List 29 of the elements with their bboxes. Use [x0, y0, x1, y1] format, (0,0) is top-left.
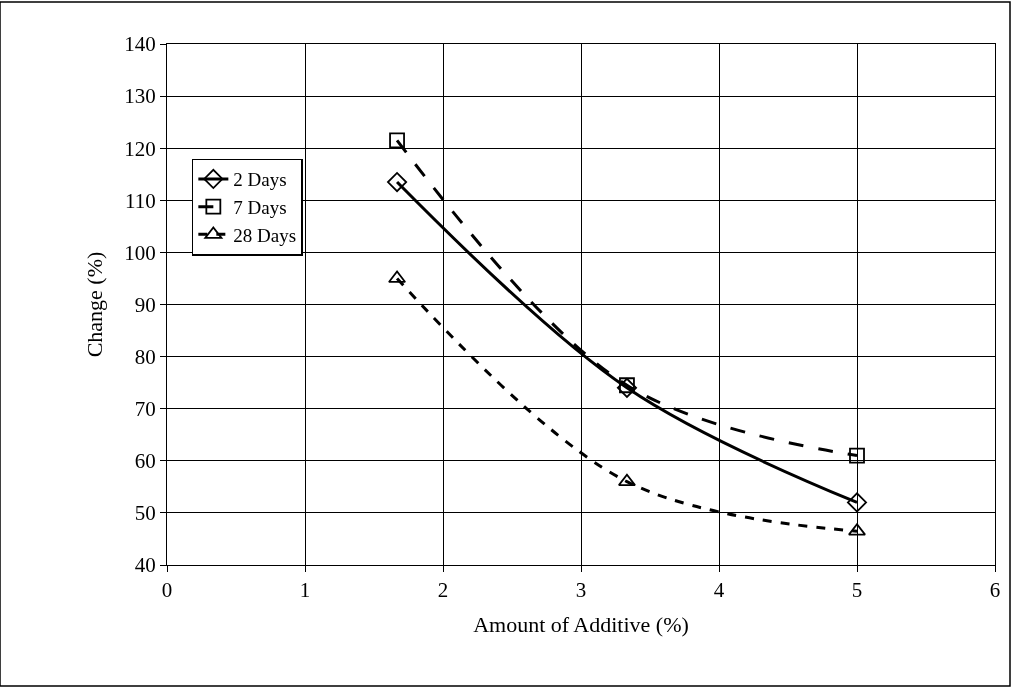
point: [387, 172, 408, 193]
x-tick-label: 1: [299, 578, 311, 603]
x-tick-label: 5: [851, 578, 863, 603]
point: [617, 473, 636, 487]
x-axis-title: Amount of Additive (%): [473, 612, 689, 638]
x-tick-label: 4: [713, 578, 725, 603]
y-tick-label: 80: [134, 344, 156, 369]
point: [849, 447, 865, 464]
y-tick-label: 70: [134, 397, 156, 422]
y-tick-label: 100: [124, 240, 156, 265]
y-tick-label: 130: [124, 84, 156, 109]
y-tick-label: 120: [124, 136, 156, 161]
x-tick-label: 0: [161, 578, 173, 603]
point: [848, 523, 866, 536]
y-tick-label: 90: [134, 292, 156, 317]
y-tick-label: 50: [134, 501, 156, 526]
y-tick-label: 40: [134, 553, 156, 578]
y-axis-title: Change (%): [82, 251, 108, 358]
y-tick-label: 140: [124, 32, 156, 57]
x-tick-label: 3: [575, 578, 587, 603]
y-tick-label: 110: [125, 188, 156, 213]
legend-label: 7 Days: [233, 197, 287, 219]
x-tick-label: 2: [437, 578, 449, 603]
legend-label: 2 Days: [233, 169, 287, 191]
legend-label: 28 Days: [233, 224, 297, 246]
y-tick-label: 60: [134, 449, 156, 474]
point: [389, 132, 405, 149]
point: [847, 492, 867, 513]
x-tick-label: 6: [989, 578, 1001, 603]
